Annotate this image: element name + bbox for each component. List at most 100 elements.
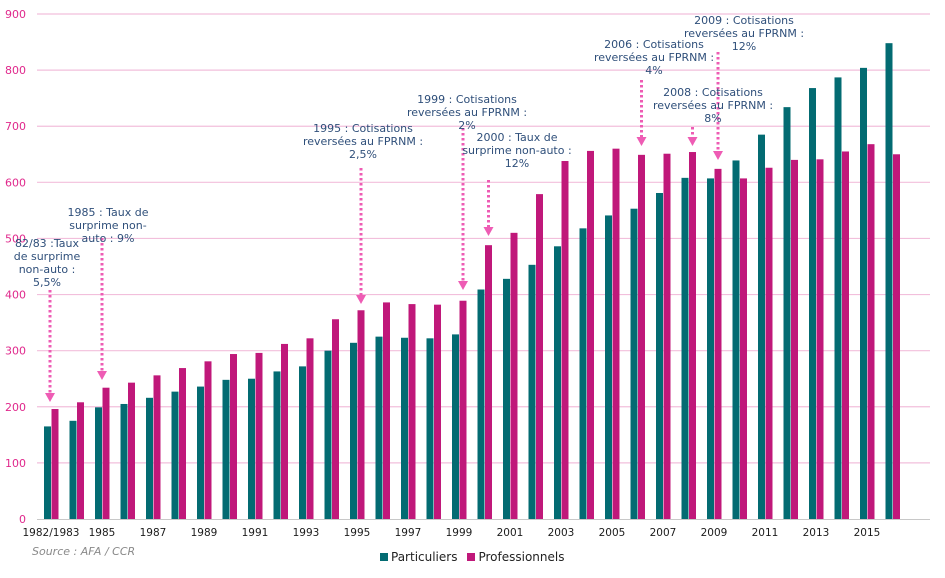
bar-particuliers-2008 xyxy=(681,177,689,519)
bar-particuliers-1990 xyxy=(222,379,230,519)
x-tick-label: 1997 xyxy=(395,527,422,539)
annotation-line: surprime non- xyxy=(69,219,146,232)
bar-professionnels-2011 xyxy=(765,167,773,519)
annotation-line: 2,5% xyxy=(349,148,377,161)
legend-label-professionnels: Professionnels xyxy=(478,550,565,564)
arrow-head-icon xyxy=(687,137,698,146)
bar-particuliers-2009 xyxy=(707,178,714,519)
bar-professionnels-2004 xyxy=(587,150,594,519)
arrow-head-icon xyxy=(45,393,55,402)
annotation-line: non-auto : xyxy=(19,263,76,276)
y-tick-label: 900 xyxy=(5,8,26,21)
bar-particuliers-2016 xyxy=(885,43,893,520)
annotation-line: 2000 : Taux de xyxy=(476,131,557,144)
bar-professionnels-1990 xyxy=(230,354,237,519)
bar-particuliers-2004 xyxy=(579,228,587,519)
bar-professionnels-1994 xyxy=(332,319,339,519)
y-tick-label: 0 xyxy=(19,513,26,526)
x-tick-label: 1999 xyxy=(446,527,473,539)
bar-professionnels-1984 xyxy=(77,402,84,519)
annotation-line: 8% xyxy=(704,112,721,125)
annotation-line: 12% xyxy=(505,157,529,170)
annotation-line: 1985 : Taux de xyxy=(67,206,148,219)
x-tick-label: 2009 xyxy=(701,527,728,539)
bar-professionnels-2005 xyxy=(612,148,620,519)
x-tick-label: 2007 xyxy=(650,527,677,539)
x-tick-label: 2005 xyxy=(599,527,626,539)
y-tick-label: 100 xyxy=(5,457,26,470)
bar-particuliers-1989 xyxy=(197,386,204,519)
annotation-line: 2009 : Cotisations xyxy=(694,14,794,27)
bar-particuliers-1997 xyxy=(401,337,408,519)
annotation-line: auto : 9% xyxy=(82,232,135,245)
x-tick-label: 1995 xyxy=(344,527,371,539)
arrow-head-icon xyxy=(97,371,107,380)
x-tick-label: 1985 xyxy=(89,527,116,539)
y-tick-label: 500 xyxy=(5,232,26,245)
annotation-line: 2008 : Cotisations xyxy=(663,86,763,99)
bar-particuliers-1996 xyxy=(375,336,383,519)
x-tick-label: 1989 xyxy=(191,527,218,539)
bar-professionnels-1986 xyxy=(128,382,135,519)
annotation-line: 2% xyxy=(458,119,475,132)
bar-professionnels-2002 xyxy=(536,194,543,519)
annotation-1995: 1995 : Cotisations reversées au FPRNM :2,… xyxy=(303,122,423,161)
bar-particuliers-1982-1983 xyxy=(44,426,51,519)
x-tick-label: 1987 xyxy=(140,527,167,539)
annotation-2000: 2000 : Taux de surprime non-auto :12% xyxy=(462,131,571,170)
legend-swatch-professionnels xyxy=(467,553,476,561)
bar-particuliers-1993 xyxy=(299,366,306,519)
legend-label-particuliers: Particuliers xyxy=(391,550,458,564)
annotation-2006: 2006 : Cotisations reversées au FPRNM :4% xyxy=(594,38,714,77)
y-tick-label: 200 xyxy=(5,401,26,414)
x-axis-ticks: 1982/1983 1985 1987 1989 1991 1993 1995 1997 199… xyxy=(23,527,881,539)
y-tick-label: 600 xyxy=(5,176,26,189)
bar-particuliers-2014 xyxy=(834,77,842,520)
arrow-head-icon xyxy=(713,151,723,160)
bar-professionnels-2008 xyxy=(689,152,696,520)
bar-professionnels-2006 xyxy=(638,154,645,520)
bar-particuliers-2003 xyxy=(554,246,561,520)
annotation-arrows xyxy=(45,52,723,402)
bar-professionnels-1987 xyxy=(153,375,161,519)
y-axis-ticks: 0 100 200 300 400 500 600 700 800 900 xyxy=(5,8,26,526)
y-tick-label: 400 xyxy=(5,289,26,302)
bar-particuliers-1986 xyxy=(120,403,128,519)
annotation-1985: 1985 : Taux de surprime non-auto : 9% xyxy=(67,206,148,245)
y-tick-label: 800 xyxy=(5,64,26,77)
bar-professionnels-1985 xyxy=(102,387,110,519)
bar-professionnels-1989 xyxy=(204,361,212,519)
annotation-line: reversées au FPRNM : xyxy=(684,27,804,40)
annotation-line: 5,5% xyxy=(33,276,61,289)
bar-professionnels-1999 xyxy=(459,300,467,519)
annotation-1999: 1999 : Cotisations reversées au FPRNM :2% xyxy=(407,93,527,132)
bar-particuliers-1985 xyxy=(95,407,102,519)
annotation-line: reversées au FPRNM : xyxy=(594,51,714,64)
bar-professionnels-1996 xyxy=(383,302,390,519)
bar-professionnels-1992 xyxy=(281,343,288,519)
bar-particuliers-2006 xyxy=(630,208,638,519)
bar-particuliers-2012 xyxy=(783,107,791,520)
bar-professionnels-2014 xyxy=(842,151,849,519)
legend: Particuliers Professionnels xyxy=(380,550,564,564)
x-tick-label: 2015 xyxy=(854,527,881,539)
x-tick-label: 2013 xyxy=(803,527,830,539)
bar-professionnels-2013 xyxy=(816,159,824,520)
bar-particuliers-1994 xyxy=(324,350,332,519)
bar-professionnels-2003 xyxy=(561,161,569,519)
bar-professionnels-2000 xyxy=(485,245,492,519)
annotation-line: 4% xyxy=(645,64,662,77)
annotations: 82/83 :Taux de surprime non-auto :5,5%1985… xyxy=(14,14,804,289)
annotation-line: 12% xyxy=(732,40,756,53)
legend-swatch-particuliers xyxy=(380,553,388,561)
bar-professionnels-2001 xyxy=(510,232,518,520)
bar-particuliers-1992 xyxy=(273,371,281,519)
annotation-line: reversées au FPRNM : xyxy=(653,99,773,112)
bar-professionnels-2009 xyxy=(714,168,722,519)
bar-particuliers-2007 xyxy=(656,192,663,519)
bar-particuliers-1987 xyxy=(146,397,153,519)
arrow-head-icon xyxy=(458,281,468,290)
bar-professionnels-1982-1983 xyxy=(51,409,59,519)
bar-particuliers-2010 xyxy=(732,160,740,519)
x-tick-label: 1991 xyxy=(242,527,269,539)
